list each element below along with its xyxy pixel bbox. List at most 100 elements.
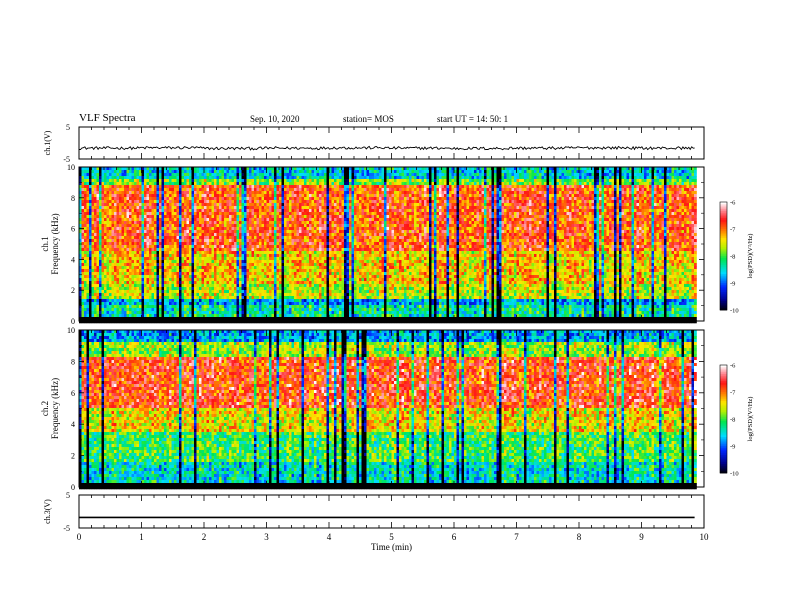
spectrogram-cell [147,299,150,302]
spectrogram-cell [219,275,222,278]
spectrogram-cell [197,251,200,254]
spectrogram-cell [167,293,170,296]
spectrogram-cell [274,236,277,239]
spectrogram-cell [234,182,237,185]
spectrogram-cell [192,209,195,212]
spectrogram-cell [202,305,205,308]
spectrogram-cell [262,281,265,284]
spectrogram-cell [249,272,252,275]
spectrogram-cell [97,254,100,257]
spectrogram-cell [239,287,242,290]
spectrogram-cell [137,287,140,290]
spectrogram-cell [194,317,197,320]
spectrogram-cell [102,221,105,224]
spectrogram-cell [247,320,250,323]
spectrogram-cell [297,230,300,233]
spectrogram-cell [124,305,127,308]
spectrogram-cell [252,269,255,272]
spectrogram-cell [92,176,95,179]
spectrogram-cell [209,188,212,191]
spectrogram-cell [114,212,117,215]
spectrogram-cell [199,302,202,305]
spectrogram-cell [109,311,112,314]
spectrogram-cell [272,173,275,176]
spectrogram-cell [99,194,102,197]
spectrogram-cell [282,179,285,182]
spectrogram-cell [282,284,285,287]
spectrogram-cell [232,224,235,227]
spectrogram-cell [129,314,132,317]
spectrogram-cell [204,245,207,248]
spectrogram-cell [259,311,262,314]
spectrogram-cell [129,317,132,320]
spectrogram-cell [94,233,97,236]
spectrogram-cell [252,299,255,302]
spectrogram-cell [89,308,92,311]
spectrogram-cell [157,221,160,224]
spectrogram-cell [309,290,312,293]
spectrogram-cell [212,266,215,269]
spectrogram-cell [284,239,287,242]
spectrogram-cell [159,209,162,212]
spectrogram-cell [252,290,255,293]
spectrogram-cell [292,269,295,272]
spectrogram-cell [152,236,155,239]
spectrogram-cell [199,293,202,296]
spectrogram-cell [172,308,175,311]
spectrogram-cell [264,191,267,194]
spectrogram-cell [244,236,247,239]
spectrogram-cell [242,293,245,296]
spectrogram-cell [129,260,132,263]
spectrogram-cell [164,311,167,314]
spectrogram-cell [122,263,125,266]
spectrogram-cell [157,305,160,308]
spectrogram-cell [127,212,130,215]
spectrogram-cell [289,221,292,224]
spectrogram-cell [167,206,170,209]
spectrogram-cell [137,236,140,239]
spectrogram-cell [162,302,165,305]
spectrogram-cell [269,203,272,206]
spectrogram-cell [122,188,125,191]
spectrogram-cell [207,299,210,302]
spectrogram-cell [259,320,262,323]
spectrogram-cell [239,269,242,272]
spectrogram-cell [109,266,112,269]
spectrogram-cell [82,221,85,224]
spectrogram-cell [269,281,272,284]
spectrogram-cell [287,299,290,302]
spectrogram-cell [304,209,307,212]
spectrogram-cell [267,221,270,224]
spectrogram-cell [132,221,135,224]
spectrogram-cell [279,320,282,323]
spectrogram-cell [279,191,282,194]
spectrogram-cell [264,197,267,200]
spectrogram-cell [194,182,197,185]
spectrogram-cell [297,194,300,197]
spectrogram-cell [207,173,210,176]
spectrogram-cell [309,200,312,203]
spectrogram-cell [147,203,150,206]
spectrogram-cell [147,281,150,284]
spectrogram-cell [112,278,115,281]
spectrogram-cell [204,230,207,233]
spectrogram-cell [279,227,282,230]
spectrogram-cell [177,206,180,209]
spectrogram-cell [294,263,297,266]
spectrogram-cell [224,200,227,203]
spectrogram-cell [234,281,237,284]
spectrogram-cell [279,302,282,305]
spectrogram-cell [122,281,125,284]
spectrogram-cell [294,182,297,185]
spectrogram-cell [277,248,280,251]
spectrogram-cell [102,185,105,188]
spectrogram-cell [229,308,232,311]
spectrogram-cell [157,275,160,278]
spectrogram-cell [269,320,272,323]
spectrogram-cell [182,185,185,188]
spectrogram-cell [94,173,97,176]
spectrogram-cell [279,281,282,284]
spectrogram-cell [297,287,300,290]
spectrogram-cell [177,278,180,281]
spectrogram-cell [174,215,177,218]
